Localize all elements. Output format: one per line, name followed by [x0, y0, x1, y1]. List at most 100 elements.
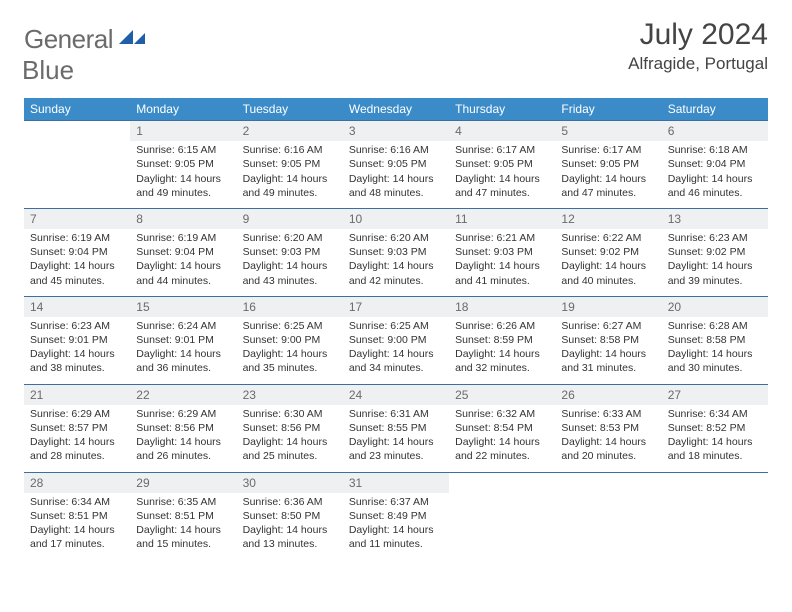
day-number: 19 — [555, 297, 661, 317]
day-daylight2: and 47 minutes. — [455, 186, 549, 200]
day-sunset: Sunset: 8:56 PM — [243, 421, 337, 435]
day-number: 30 — [237, 473, 343, 493]
day-daylight2: and 15 minutes. — [136, 537, 230, 551]
day-sunset: Sunset: 8:55 PM — [349, 421, 443, 435]
day-sunset: Sunset: 9:00 PM — [349, 333, 443, 347]
day-sunset: Sunset: 9:04 PM — [668, 157, 762, 171]
calendar-table: Sunday Monday Tuesday Wednesday Thursday… — [24, 98, 768, 559]
day-daylight1: Daylight: 14 hours — [455, 259, 549, 273]
calendar-cell: 27Sunrise: 6:34 AMSunset: 8:52 PMDayligh… — [662, 384, 768, 472]
day-sunrise: Sunrise: 6:16 AM — [243, 143, 337, 157]
calendar-cell: 24Sunrise: 6:31 AMSunset: 8:55 PMDayligh… — [343, 384, 449, 472]
day-daylight1: Daylight: 14 hours — [243, 523, 337, 537]
day-body: Sunrise: 6:27 AMSunset: 8:58 PMDaylight:… — [555, 317, 661, 384]
calendar-cell: 15Sunrise: 6:24 AMSunset: 9:01 PMDayligh… — [130, 296, 236, 384]
day-body: Sunrise: 6:22 AMSunset: 9:02 PMDaylight:… — [555, 229, 661, 296]
day-sunset: Sunset: 8:51 PM — [30, 509, 124, 523]
day-daylight1: Daylight: 14 hours — [349, 523, 443, 537]
day-sunrise: Sunrise: 6:19 AM — [30, 231, 124, 245]
day-number: 25 — [449, 385, 555, 405]
day-number: 5 — [555, 121, 661, 141]
day-number: 12 — [555, 209, 661, 229]
day-sunset: Sunset: 8:51 PM — [136, 509, 230, 523]
day-number: 2 — [237, 121, 343, 141]
day-daylight1: Daylight: 14 hours — [561, 259, 655, 273]
day-number: 16 — [237, 297, 343, 317]
day-sunset: Sunset: 9:02 PM — [668, 245, 762, 259]
day-daylight1: Daylight: 14 hours — [455, 172, 549, 186]
day-number: 27 — [662, 385, 768, 405]
day-number: 6 — [662, 121, 768, 141]
day-sunset: Sunset: 8:58 PM — [668, 333, 762, 347]
day-sunrise: Sunrise: 6:29 AM — [30, 407, 124, 421]
calendar-cell: 20Sunrise: 6:28 AMSunset: 8:58 PMDayligh… — [662, 296, 768, 384]
calendar-cell: 7Sunrise: 6:19 AMSunset: 9:04 PMDaylight… — [24, 208, 130, 296]
day-daylight2: and 18 minutes. — [668, 449, 762, 463]
calendar-cell: 28Sunrise: 6:34 AMSunset: 8:51 PMDayligh… — [24, 472, 130, 559]
day-daylight1: Daylight: 14 hours — [136, 523, 230, 537]
day-sunrise: Sunrise: 6:18 AM — [668, 143, 762, 157]
day-number: 15 — [130, 297, 236, 317]
title-block: July 2024 Alfragide, Portugal — [628, 18, 768, 74]
day-sunrise: Sunrise: 6:25 AM — [349, 319, 443, 333]
day-daylight2: and 17 minutes. — [30, 537, 124, 551]
calendar-cell: 17Sunrise: 6:25 AMSunset: 9:00 PMDayligh… — [343, 296, 449, 384]
day-number: 22 — [130, 385, 236, 405]
day-body: Sunrise: 6:36 AMSunset: 8:50 PMDaylight:… — [237, 493, 343, 560]
day-sunset: Sunset: 9:05 PM — [455, 157, 549, 171]
day-sunrise: Sunrise: 6:21 AM — [455, 231, 549, 245]
calendar-cell: 13Sunrise: 6:23 AMSunset: 9:02 PMDayligh… — [662, 208, 768, 296]
calendar-cell — [449, 472, 555, 559]
day-sunset: Sunset: 9:00 PM — [243, 333, 337, 347]
month-title: July 2024 — [628, 18, 768, 52]
day-number: 8 — [130, 209, 236, 229]
weekday-header: Friday — [555, 98, 661, 121]
day-number: 21 — [24, 385, 130, 405]
day-daylight1: Daylight: 14 hours — [455, 347, 549, 361]
calendar-cell: 23Sunrise: 6:30 AMSunset: 8:56 PMDayligh… — [237, 384, 343, 472]
calendar-cell: 21Sunrise: 6:29 AMSunset: 8:57 PMDayligh… — [24, 384, 130, 472]
day-number: 9 — [237, 209, 343, 229]
day-body: Sunrise: 6:25 AMSunset: 9:00 PMDaylight:… — [237, 317, 343, 384]
day-body: Sunrise: 6:20 AMSunset: 9:03 PMDaylight:… — [343, 229, 449, 296]
day-daylight1: Daylight: 14 hours — [668, 259, 762, 273]
day-daylight2: and 40 minutes. — [561, 274, 655, 288]
calendar-cell — [24, 121, 130, 209]
day-number: 10 — [343, 209, 449, 229]
day-number: 11 — [449, 209, 555, 229]
day-daylight2: and 47 minutes. — [561, 186, 655, 200]
day-daylight1: Daylight: 14 hours — [668, 347, 762, 361]
day-daylight1: Daylight: 14 hours — [30, 347, 124, 361]
day-sunrise: Sunrise: 6:32 AM — [455, 407, 549, 421]
calendar-cell: 26Sunrise: 6:33 AMSunset: 8:53 PMDayligh… — [555, 384, 661, 472]
day-daylight2: and 41 minutes. — [455, 274, 549, 288]
day-sunset: Sunset: 9:03 PM — [243, 245, 337, 259]
calendar-cell: 6Sunrise: 6:18 AMSunset: 9:04 PMDaylight… — [662, 121, 768, 209]
day-daylight1: Daylight: 14 hours — [349, 347, 443, 361]
day-daylight2: and 49 minutes. — [136, 186, 230, 200]
calendar-cell — [555, 472, 661, 559]
calendar-cell: 2Sunrise: 6:16 AMSunset: 9:05 PMDaylight… — [237, 121, 343, 209]
day-daylight2: and 26 minutes. — [136, 449, 230, 463]
day-daylight2: and 35 minutes. — [243, 361, 337, 375]
calendar-cell: 19Sunrise: 6:27 AMSunset: 8:58 PMDayligh… — [555, 296, 661, 384]
day-daylight1: Daylight: 14 hours — [136, 172, 230, 186]
day-daylight1: Daylight: 14 hours — [561, 347, 655, 361]
day-daylight2: and 25 minutes. — [243, 449, 337, 463]
logo-word2: Blue — [22, 55, 145, 86]
day-sunrise: Sunrise: 6:20 AM — [243, 231, 337, 245]
day-sunset: Sunset: 9:01 PM — [30, 333, 124, 347]
day-number: 29 — [130, 473, 236, 493]
day-body: Sunrise: 6:35 AMSunset: 8:51 PMDaylight:… — [130, 493, 236, 560]
day-sunrise: Sunrise: 6:17 AM — [561, 143, 655, 157]
weekday-header: Sunday — [24, 98, 130, 121]
calendar-cell: 16Sunrise: 6:25 AMSunset: 9:00 PMDayligh… — [237, 296, 343, 384]
day-number: 1 — [130, 121, 236, 141]
calendar-cell: 9Sunrise: 6:20 AMSunset: 9:03 PMDaylight… — [237, 208, 343, 296]
day-body: Sunrise: 6:17 AMSunset: 9:05 PMDaylight:… — [555, 141, 661, 208]
day-daylight2: and 20 minutes. — [561, 449, 655, 463]
day-sunset: Sunset: 9:02 PM — [561, 245, 655, 259]
day-body: Sunrise: 6:30 AMSunset: 8:56 PMDaylight:… — [237, 405, 343, 472]
day-number: 7 — [24, 209, 130, 229]
day-daylight2: and 42 minutes. — [349, 274, 443, 288]
